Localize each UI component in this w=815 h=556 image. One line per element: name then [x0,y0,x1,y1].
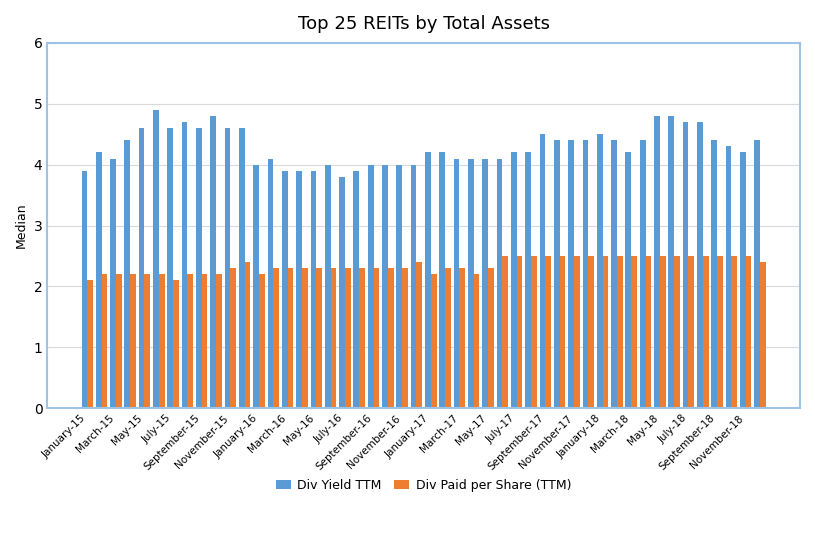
Bar [231,268,236,408]
Bar [668,116,674,408]
Bar [660,256,666,408]
Bar [402,268,408,408]
Bar [416,262,422,408]
Bar [130,274,136,408]
Bar [445,268,451,408]
Bar [339,177,345,408]
Bar [159,274,165,408]
Bar [511,152,517,408]
Bar [388,268,394,408]
Bar [740,152,746,408]
Bar [755,140,760,408]
Bar [531,256,537,408]
Bar [210,116,216,408]
Bar [102,274,108,408]
Bar [439,152,445,408]
Bar [153,110,159,408]
Bar [139,128,144,408]
Bar [697,122,703,408]
Bar [311,171,316,408]
Bar [545,256,551,408]
Bar [617,256,623,408]
Bar [239,128,244,408]
Bar [460,268,465,408]
Bar [468,158,474,408]
Bar [110,158,116,408]
Bar [373,268,379,408]
Bar [96,152,102,408]
Bar [588,256,594,408]
Bar [368,165,373,408]
Bar [259,274,265,408]
Bar [645,256,651,408]
Bar [746,256,751,408]
Bar [267,158,273,408]
Bar [654,116,660,408]
Bar [196,128,202,408]
Bar [632,256,637,408]
Bar [474,274,479,408]
Bar [611,140,617,408]
Bar [703,256,708,408]
Bar [173,280,178,408]
Bar [540,134,545,408]
Bar [496,158,502,408]
Bar [253,165,259,408]
Bar [87,280,93,408]
Bar [502,256,508,408]
Bar [526,152,531,408]
Bar [560,256,566,408]
Bar [574,256,579,408]
Bar [568,140,574,408]
Bar [482,158,488,408]
Bar [116,274,121,408]
Bar [725,146,731,408]
Bar [202,274,208,408]
Bar [602,256,608,408]
Bar [683,122,689,408]
Bar [717,256,723,408]
Bar [431,274,437,408]
Bar [396,165,402,408]
Bar [425,152,431,408]
Bar [731,256,737,408]
Bar [689,256,694,408]
Bar [640,140,645,408]
Bar [167,128,173,408]
Bar [187,274,193,408]
Title: Top 25 REITs by Total Assets: Top 25 REITs by Total Assets [297,15,549,33]
Bar [125,140,130,408]
Bar [282,171,288,408]
Bar [411,165,416,408]
Bar [554,140,560,408]
Bar [488,268,494,408]
Bar [216,274,222,408]
Bar [674,256,680,408]
Bar [325,165,331,408]
Bar [354,171,359,408]
Bar [288,268,293,408]
Bar [345,268,350,408]
Bar [331,268,337,408]
Bar [711,140,717,408]
Bar [225,128,231,408]
Legend: Div Yield TTM, Div Paid per Share (TTM): Div Yield TTM, Div Paid per Share (TTM) [271,474,576,497]
Bar [597,134,602,408]
Bar [296,171,302,408]
Bar [144,274,150,408]
Bar [302,268,308,408]
Bar [182,122,187,408]
Bar [454,158,460,408]
Bar [316,268,322,408]
Bar [244,262,250,408]
Bar [82,171,87,408]
Bar [625,152,632,408]
Bar [382,165,388,408]
Y-axis label: Median: Median [15,203,28,249]
Bar [583,140,588,408]
Bar [760,262,766,408]
Bar [359,268,365,408]
Bar [517,256,522,408]
Bar [273,268,279,408]
